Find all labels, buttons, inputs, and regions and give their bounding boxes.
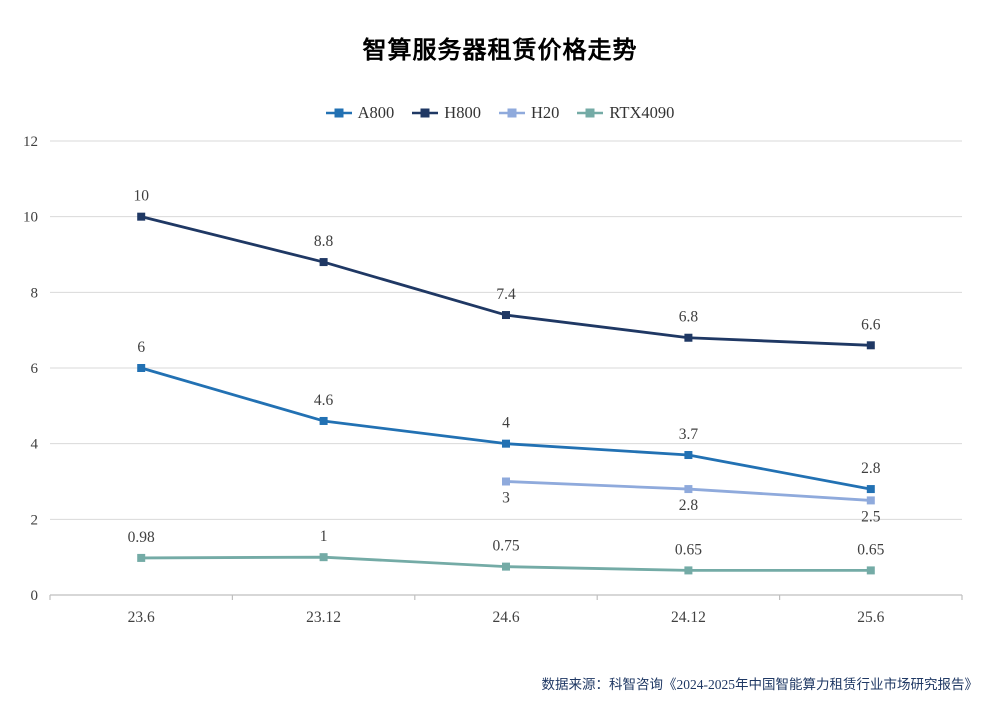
data-label: 3.7 — [679, 426, 699, 443]
x-axis-ticks — [49, 595, 963, 600]
data-point-marker — [319, 553, 328, 562]
data-source: 数据来源：科智咨询《2024-2025年中国智能算力租赁行业市场研究报告》 — [541, 677, 979, 692]
data-point-marker — [502, 311, 510, 320]
data-point-marker — [502, 439, 510, 448]
series-line — [139, 215, 873, 347]
data-label: 7.4 — [496, 286, 516, 303]
data-label: 2.5 — [861, 508, 881, 525]
data-point-marker — [502, 562, 510, 571]
legend-marker-icon — [498, 108, 525, 118]
data-point-marker — [319, 258, 328, 267]
y-axis-labels: 0 2 4 6 8 10 12 — [23, 134, 39, 604]
legend-marker-icon — [577, 108, 604, 118]
data-label: 4 — [502, 415, 510, 432]
data-point-marker — [866, 566, 875, 575]
data-point-marker — [319, 416, 328, 425]
y-tick-label: 4 — [31, 437, 39, 453]
data-point-marker — [137, 553, 146, 562]
data-label: 10 — [133, 188, 149, 205]
data-label: 3 — [502, 490, 510, 507]
legend-label: H800 — [444, 103, 481, 122]
x-tick-label: 24.6 — [492, 609, 519, 626]
series-a800: 6 4.6 4 3.7 2.8 — [137, 339, 881, 494]
y-tick-label: 2 — [31, 512, 39, 528]
legend-item-a800: A800 — [325, 103, 395, 123]
data-label: 1 — [320, 528, 328, 545]
y-tick-label: 8 — [31, 285, 39, 301]
data-point-marker — [866, 341, 875, 350]
x-tick-label: 23.6 — [128, 609, 155, 626]
legend-item-h800: H800 — [412, 103, 481, 123]
gridlines — [50, 140, 962, 520]
chart-legend: A800 H800 H20 RTX4090 — [0, 103, 1000, 123]
data-point-marker — [684, 333, 693, 342]
x-tick-label: 24.12 — [671, 609, 706, 626]
legend-item-h20: H20 — [498, 103, 560, 123]
x-tick-label: 25.6 — [857, 609, 884, 626]
legend-marker-icon — [412, 108, 439, 118]
data-label: 6.8 — [679, 309, 699, 326]
data-point-marker — [684, 566, 693, 575]
legend-marker-icon — [325, 108, 352, 118]
y-tick-label: 6 — [31, 361, 39, 377]
data-label: 0.65 — [857, 541, 884, 558]
data-label: 6 — [137, 339, 145, 356]
series-rtx4090: 0.98 1 0.75 0.65 0.65 — [128, 528, 885, 575]
y-tick-label: 10 — [23, 210, 38, 226]
x-axis-labels: 23.6 23.12 24.6 24.12 25.6 — [128, 609, 885, 626]
series-h800: 10 8.8 7.4 6.8 6.6 — [133, 188, 881, 350]
series-h20: 3 2.8 2.5 — [502, 477, 881, 525]
legend-label: RTX4090 — [609, 103, 675, 122]
data-label: 6.6 — [861, 316, 881, 333]
y-tick-label: 12 — [23, 134, 38, 150]
data-label: 0.98 — [128, 529, 155, 546]
data-label: 8.8 — [314, 233, 334, 250]
data-label: 4.6 — [314, 392, 334, 409]
data-label: 2.8 — [679, 497, 699, 514]
data-point-marker — [137, 212, 146, 221]
data-label: 0.65 — [675, 541, 702, 558]
data-label: 2.8 — [861, 460, 881, 477]
x-tick-label: 23.12 — [306, 609, 341, 626]
data-point-marker — [502, 477, 510, 486]
data-point-marker — [137, 364, 146, 372]
data-point-marker — [866, 485, 875, 494]
data-point-marker — [866, 496, 875, 505]
legend-item-rtx4090: RTX4090 — [577, 103, 674, 123]
data-label: 0.75 — [492, 538, 519, 555]
y-tick-label: 0 — [31, 588, 39, 604]
data-point-marker — [684, 451, 693, 460]
data-point-marker — [684, 485, 693, 494]
chart-title: 智算服务器租赁价格走势 — [362, 38, 638, 64]
legend-label: A800 — [357, 103, 395, 122]
legend-label: H20 — [530, 103, 560, 122]
